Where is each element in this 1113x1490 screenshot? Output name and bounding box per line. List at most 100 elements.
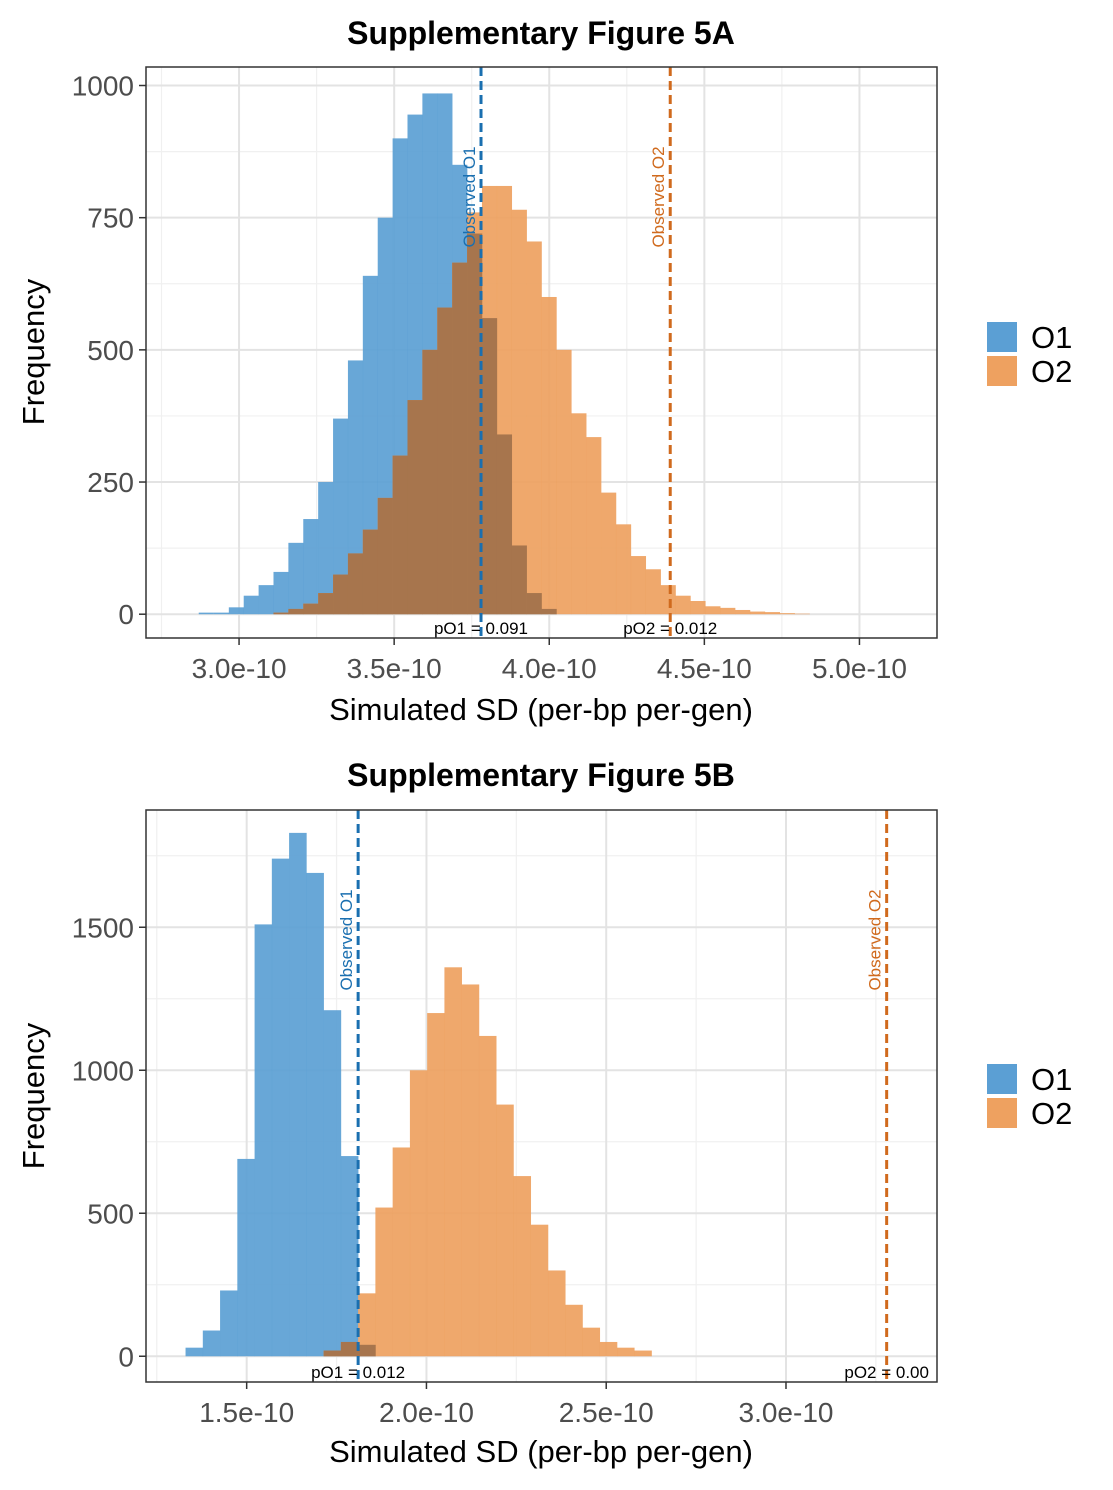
panel-b-legend-key-o2	[987, 1098, 1017, 1128]
panel-a-grid	[146, 67, 938, 638]
panel-a-bar-overlap	[333, 574, 349, 615]
panel-a-bar-o2	[705, 606, 721, 615]
panel-b-bar-o1	[220, 1290, 238, 1357]
panel-b-bar-o2	[496, 1104, 514, 1357]
panel-a-p-label-o2: pO2 = 0.012	[623, 619, 717, 638]
panel-b-legend-key-o1	[987, 1064, 1017, 1094]
panel-b-bar-o1	[271, 858, 290, 1357]
panel-a-bar-o2	[764, 612, 781, 615]
panel-a-bar-o1	[303, 519, 319, 615]
panel-a-bar-overlap	[467, 233, 483, 615]
panel-b-y-tick-label: 0	[118, 1341, 134, 1372]
panel-a-bar-o2	[526, 241, 542, 615]
panel-b-y-tick-label: 500	[87, 1198, 134, 1229]
panel-a-y-axis-label: Frequency	[16, 278, 51, 425]
panel-b-x-axis-label: Simulated SD (per-bp per-gen)	[329, 1434, 753, 1469]
panel-a-bar-overlap	[347, 553, 364, 615]
panel-a-x-tick-label: 3.5e-10	[347, 653, 442, 684]
panel-a-bar-o1	[198, 612, 214, 615]
panel-b-x-tick-label: 1.5e-10	[199, 1397, 294, 1428]
panel-b-bar-o2	[565, 1304, 583, 1357]
panel-a-bar-o1	[333, 418, 349, 615]
panel-a-bar-overlap	[407, 400, 423, 615]
panel-b-bar-o2	[547, 1270, 566, 1357]
panel-a-y-tick-label: 250	[87, 467, 134, 498]
panel-a-x-tick-label: 5.0e-10	[812, 653, 907, 684]
panel-b-p-label-o1: pO1 = 0.012	[311, 1363, 405, 1382]
panel-a-bar-o2	[660, 585, 676, 615]
panel-a-bar-overlap	[541, 608, 557, 615]
panel-a-y-tick-label: 1000	[72, 71, 134, 102]
panel-a-bar-o2	[586, 437, 602, 615]
panel-a-bar-o1	[288, 542, 304, 615]
panel-a-bar-o1	[347, 360, 364, 615]
panel-b-plot-border	[145, 809, 938, 1383]
panel-b-bar-o2	[409, 1070, 428, 1357]
panel-b-bar-o2	[461, 984, 480, 1357]
panel-a-bar-o2	[720, 607, 736, 615]
panel-b-bar-o1	[237, 1158, 255, 1357]
panel-b-legend-label-o1: O1	[1031, 1062, 1072, 1097]
panel-a-bars	[198, 93, 810, 615]
panel-a-bar-o1	[273, 571, 289, 615]
panel-b-x-tick-label: 2.5e-10	[559, 1397, 654, 1428]
panel-b-legend-label-o2: O2	[1031, 1096, 1072, 1131]
panel-b-bars	[185, 832, 652, 1357]
panel-b-bar-o2	[358, 1293, 376, 1357]
panel-b-bar-o2	[375, 1207, 393, 1357]
panel-a-x-tick-label: 4.0e-10	[502, 653, 597, 684]
panel-b-bar-o1	[306, 872, 324, 1357]
panel-a-bar-overlap	[437, 307, 453, 615]
panel-a-bar-o2	[601, 492, 617, 615]
panel-b-bar-o1	[254, 924, 273, 1357]
panel-a-bar-o2	[615, 524, 632, 615]
panel-a-bar-o2	[779, 613, 795, 615]
panel-b-bar-overlap	[323, 1350, 342, 1357]
panel-a-bar-o2	[735, 609, 751, 615]
panel-a-bar-o2	[571, 413, 587, 615]
panel-a-bar-o1	[228, 607, 245, 615]
panel-a-legend-key-o2	[987, 356, 1017, 386]
panel-b-bar-o1	[340, 1156, 359, 1357]
panel-a-x-axis-label: Simulated SD (per-bp per-gen)	[329, 692, 753, 727]
panel-a-bar-overlap	[526, 593, 542, 615]
panel-b-bar-o2	[513, 1176, 532, 1357]
panel-b-x-tick-label: 2.0e-10	[379, 1397, 474, 1428]
panel-b-y-tick-label: 1000	[72, 1055, 134, 1086]
panel-b-bar-o1	[202, 1330, 221, 1357]
panel-b-bar-o1	[185, 1347, 204, 1357]
panel-a-bar-overlap	[481, 318, 498, 615]
panel-a-bar-overlap	[496, 434, 513, 615]
panel-b-title: Supplementary Figure 5B	[347, 757, 735, 793]
panel-b-reference-lines: Observed O1 Observed O2 pO1 = 0.012 pO2 = 0…	[311, 810, 929, 1382]
panel-a-legend-label-o1: O1	[1031, 320, 1072, 355]
panel-a-p-label-o1: pO1 = 0.091	[434, 619, 528, 638]
panel-b-bar-o2	[427, 1013, 445, 1357]
panel-a-bar-o1	[243, 595, 259, 615]
panel-a-ref-label-o2: Observed O2	[649, 146, 668, 247]
panel-a-bar-overlap	[288, 608, 304, 615]
panel-b-bar-o2	[599, 1341, 618, 1357]
panel-a-bar-overlap	[377, 497, 393, 615]
panel-a-bar-o2	[690, 600, 706, 615]
panel-a-bar-o1	[258, 585, 274, 615]
panel-b-bar-o1	[289, 832, 307, 1357]
panel-a-y-tick-label: 750	[87, 203, 134, 234]
panel-b-bar-overlap	[358, 1344, 376, 1357]
panel-a-bar-overlap	[452, 262, 468, 615]
panel-a-bar-o2	[556, 349, 572, 615]
panel-a-bar-o2	[630, 556, 647, 615]
panel-a-bar-o2	[645, 569, 661, 615]
panel-b-bar-o2	[392, 1147, 411, 1357]
panel-a-bar-overlap	[362, 529, 379, 615]
panel-a-legend-key-o1	[987, 322, 1017, 352]
panel-b: Supplementary Figure 5B Observed O1 Obser…	[16, 757, 1072, 1469]
panel-a-plot-border	[145, 66, 938, 639]
panel-a-reference-lines: Observed O1 Observed O2 pO1 = 0.091 pO2 = 0…	[434, 67, 717, 638]
panel-b-ref-label-o2: Observed O2	[866, 889, 885, 990]
panel-a-bar-overlap	[422, 349, 438, 615]
